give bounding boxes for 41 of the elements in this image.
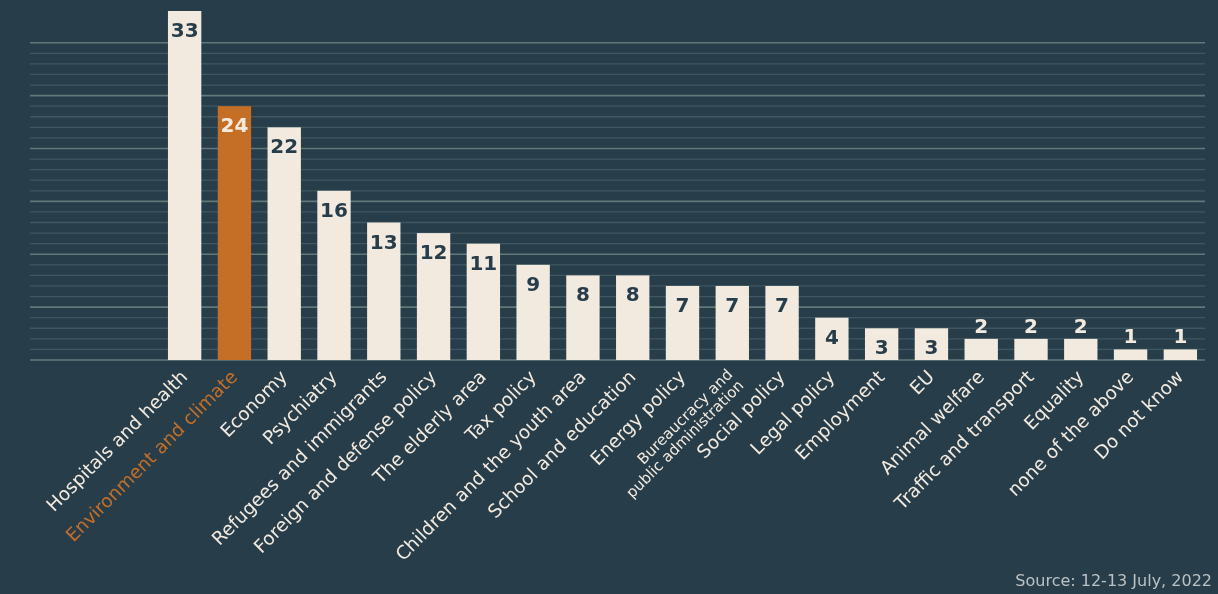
bar [815, 317, 849, 360]
data-label: 13 [369, 229, 398, 254]
bar [715, 285, 749, 360]
bar [1113, 349, 1148, 360]
data-label: 3 [874, 335, 889, 360]
bar [217, 106, 252, 360]
bar [964, 338, 998, 360]
data-label: 3 [924, 335, 939, 360]
data-label: 2 [1024, 313, 1038, 338]
data-label: 7 [775, 292, 790, 317]
data-label: 2 [974, 313, 989, 338]
bar [317, 190, 351, 360]
bar [616, 275, 650, 360]
bar [665, 285, 700, 360]
bar [167, 11, 202, 360]
data-label: 1 [1173, 324, 1188, 349]
bar [416, 233, 451, 360]
data-label: 8 [625, 282, 640, 307]
bar [566, 275, 600, 360]
bar [267, 127, 301, 360]
data-label: 22 [270, 134, 299, 159]
bar [466, 243, 501, 360]
data-label: 24 [220, 113, 249, 138]
bar [1163, 349, 1198, 360]
data-label: 8 [575, 282, 590, 307]
bar [765, 285, 799, 360]
data-label: 33 [170, 18, 199, 42]
data-label: 9 [526, 271, 541, 296]
data-label: 1 [1123, 324, 1138, 349]
data-label: 12 [419, 240, 448, 265]
bar [1014, 338, 1048, 360]
data-label: 4 [824, 324, 839, 349]
data-label: 2 [1073, 313, 1088, 338]
data-label: 16 [320, 197, 348, 222]
bar [1064, 338, 1098, 360]
source-note: Source: 12-13 July, 2022 [1015, 571, 1212, 590]
data-label: 7 [675, 292, 690, 317]
bar [367, 222, 401, 360]
data-label: 7 [725, 292, 740, 317]
bar [516, 264, 550, 360]
data-label: 11 [469, 250, 498, 275]
